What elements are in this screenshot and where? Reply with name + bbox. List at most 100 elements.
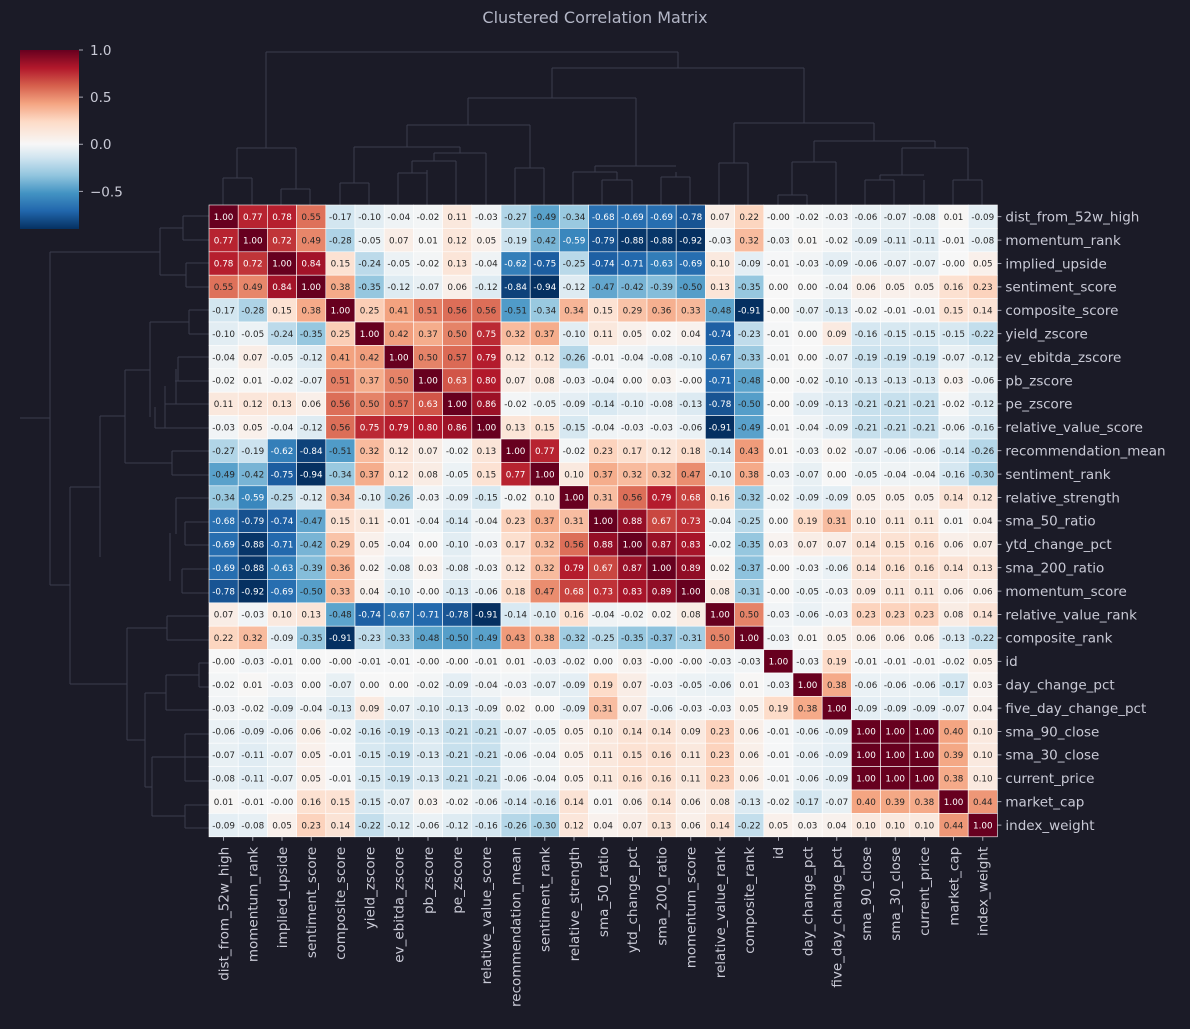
cell-value-label: -0.69 xyxy=(650,213,673,223)
cell-value-label: 1.00 xyxy=(885,751,905,761)
cell-value-label: -0.08 xyxy=(212,775,235,785)
cell-value-label: 1.00 xyxy=(593,517,613,527)
cell-value-label: 0.05 xyxy=(856,494,876,504)
cell-value-label: -0.11 xyxy=(241,751,264,761)
cell-value-label: -0.11 xyxy=(241,775,264,785)
cell-value-label: -0.42 xyxy=(533,236,556,246)
column-tick-label: sma_30_close xyxy=(888,847,904,941)
row-tick-label: recommendation_mean xyxy=(1005,444,1165,460)
cell-value-label: -0.25 xyxy=(271,494,294,504)
column-tick-label: dist_from_52w_high xyxy=(216,847,232,981)
cell-value-label: -0.16 xyxy=(855,330,878,340)
row-tick-label: pb_zscore xyxy=(1005,373,1072,389)
cell-value-label: -0.13 xyxy=(825,400,848,410)
cell-value-label: -0.04 xyxy=(825,283,848,293)
cell-value-label: 0.03 xyxy=(652,377,672,387)
cell-value-label: 0.06 xyxy=(915,634,935,644)
cell-value-label: -0.07 xyxy=(796,307,819,317)
cell-value-label: -0.01 xyxy=(884,658,907,668)
cell-value-label: 0.07 xyxy=(710,213,730,223)
cell-value-label: -0.00 xyxy=(767,400,790,410)
cell-value-label: 0.05 xyxy=(301,751,321,761)
cell-value-label: 1.00 xyxy=(506,447,526,457)
column-tick-label: composite_score xyxy=(333,847,349,960)
cell-value-label: -0.09 xyxy=(738,260,761,270)
cell-value-label: -0.02 xyxy=(271,377,294,387)
cell-value-label: -0.34 xyxy=(533,307,556,317)
cell-value-label: -0.30 xyxy=(533,821,556,831)
cell-value-label: -0.35 xyxy=(300,634,323,644)
cell-value-label: -0.03 xyxy=(825,213,848,223)
cell-value-label: -0.69 xyxy=(679,260,702,270)
cell-value-label: 0.11 xyxy=(214,400,234,410)
cell-value-label: -0.01 xyxy=(767,728,790,738)
cell-value-label: -0.07 xyxy=(942,353,965,363)
cell-value-label: -0.15 xyxy=(884,330,907,340)
cell-value-label: -0.04 xyxy=(387,541,410,551)
row-tick-label: yield_zscore xyxy=(1005,327,1087,343)
row-tick-label: index_weight xyxy=(1005,818,1094,834)
cell-value-label: 0.08 xyxy=(710,587,730,597)
cell-value-label: -0.06 xyxy=(884,447,907,457)
row-tick-label: relative_value_score xyxy=(1005,420,1143,436)
cell-value-label: -0.03 xyxy=(212,704,235,714)
cell-value-label: 0.15 xyxy=(477,470,497,480)
cell-value-label: -0.03 xyxy=(796,447,819,457)
column-tick-label: sma_90_close xyxy=(859,847,875,941)
cell-value-label: 0.03 xyxy=(418,564,438,574)
cell-value-label: 0.00 xyxy=(593,658,613,668)
cell-value-label: -0.04 xyxy=(709,517,732,527)
cell-value-label: 0.56 xyxy=(623,494,643,504)
cell-value-label: -0.09 xyxy=(271,634,294,644)
cell-value-label: 0.05 xyxy=(564,751,584,761)
cell-value-label: 0.31 xyxy=(827,517,847,527)
cell-value-label: 0.51 xyxy=(418,307,438,317)
column-tick-label: pb_zscore xyxy=(421,847,437,914)
cell-value-label: 1.00 xyxy=(739,634,759,644)
colorbar-tick-label: −0.5 xyxy=(90,184,123,200)
cell-value-label: 0.32 xyxy=(360,447,380,457)
cell-value-label: -0.09 xyxy=(825,260,848,270)
cell-value-label: -0.06 xyxy=(913,681,936,691)
cell-value-label: 0.08 xyxy=(535,377,555,387)
colorbar-tick-label: 1.0 xyxy=(90,43,111,59)
cell-value-label: -0.03 xyxy=(825,587,848,597)
cell-value-label: 0.03 xyxy=(418,798,438,808)
cell-value-label: 0.86 xyxy=(447,424,467,434)
cell-value-label: -0.91 xyxy=(709,424,732,434)
cell-value-label: 0.14 xyxy=(856,541,876,551)
cell-value-label: 0.03 xyxy=(623,658,643,668)
cell-value-label: 0.16 xyxy=(915,541,935,551)
cell-value-label: 0.50 xyxy=(739,611,759,621)
cell-value-label: -0.02 xyxy=(446,798,469,808)
cell-value-label: -0.02 xyxy=(563,658,586,668)
cell-value-label: 0.01 xyxy=(593,798,613,808)
cell-value-label: -0.28 xyxy=(329,236,352,246)
cell-value-label: -0.07 xyxy=(387,704,410,714)
cell-value-label: -0.06 xyxy=(796,775,819,785)
cell-value-label: -0.09 xyxy=(796,400,819,410)
cell-value-label: -0.91 xyxy=(475,611,498,621)
cell-value-label: -0.01 xyxy=(913,307,936,317)
cell-value-label: 0.79 xyxy=(477,353,497,363)
cell-value-label: 0.12 xyxy=(447,236,467,246)
cell-value-label: 0.04 xyxy=(360,587,380,597)
cell-value-label: -0.12 xyxy=(563,283,586,293)
cell-value-label: 0.05 xyxy=(272,821,292,831)
column-labels: dist_from_52w_high momentum_rank implied_u… xyxy=(216,836,992,1007)
cell-value-label: -0.21 xyxy=(913,400,936,410)
cell-value-label: -0.02 xyxy=(241,704,264,714)
cell-value-label: -0.03 xyxy=(621,424,644,434)
cell-value-label: 0.49 xyxy=(243,283,263,293)
cell-value-label: -0.88 xyxy=(650,236,673,246)
cell-value-label: -0.03 xyxy=(767,634,790,644)
cell-value-label: 0.06 xyxy=(739,775,759,785)
column-tick-label: pe_zscore xyxy=(450,847,466,914)
cell-value-label: 0.10 xyxy=(272,611,292,621)
cell-value-label: 0.07 xyxy=(623,704,643,714)
cell-value-label: 0.12 xyxy=(243,400,263,410)
cell-value-label: 0.50 xyxy=(389,377,409,387)
cell-value-label: 0.23 xyxy=(710,751,730,761)
cell-value-label: -0.07 xyxy=(271,775,294,785)
cell-value-label: 0.14 xyxy=(710,821,730,831)
